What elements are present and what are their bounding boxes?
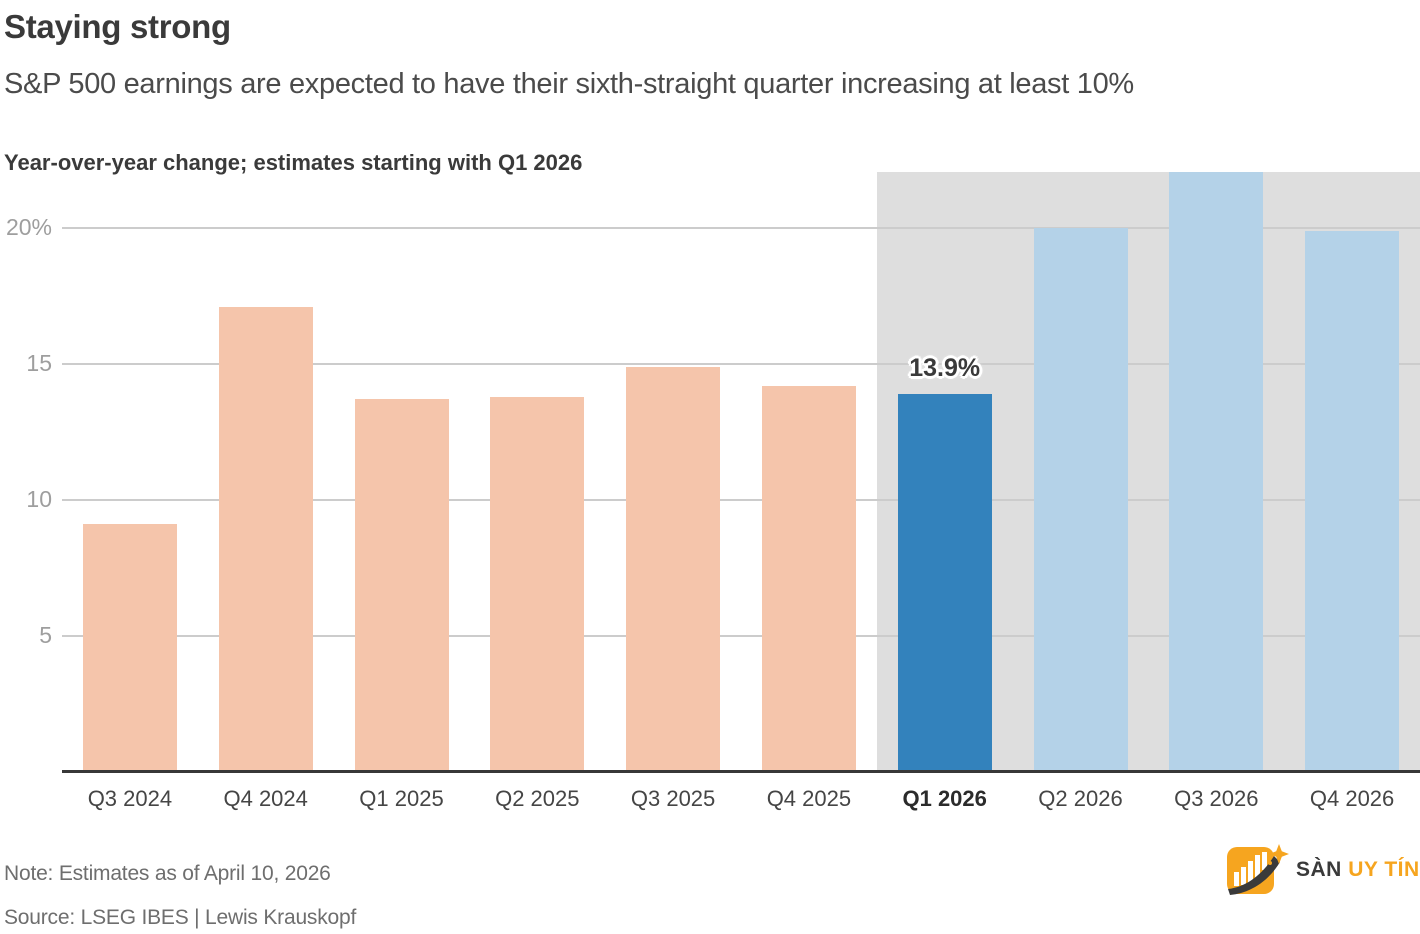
gridline-10 [62, 499, 1420, 501]
gridline-5 [62, 635, 1420, 637]
x-axis-tick-label: Q4 2026 [1309, 786, 1395, 811]
gridline-15 [62, 363, 1420, 365]
bar-q1-2025 [354, 399, 449, 772]
chart-kicker: Year-over-year change; estimates startin… [4, 150, 583, 175]
bar-q3-2025 [626, 366, 721, 772]
page-title: Staying strong [4, 8, 231, 45]
chart-note: Note: Estimates as of April 10, 2026 [4, 862, 331, 885]
bar-q3-2026 [1169, 171, 1264, 772]
gridline-20 [62, 227, 1420, 229]
bar-chart-growth-icon [1227, 844, 1289, 895]
x-axis-tick-label: Q2 2026 [1038, 786, 1123, 811]
bar-q2-2026 [1033, 228, 1128, 772]
chart-source: Source: LSEG IBES | Lewis Krauskopf [4, 906, 357, 929]
bar-q4-2024 [218, 306, 313, 772]
y-axis-tick-label: 10 [26, 486, 52, 512]
x-axis-tick-label: Q3 2026 [1174, 786, 1259, 811]
bar-q4-2025 [761, 385, 856, 772]
bar-q4-2026 [1305, 230, 1400, 772]
x-axis-tick-label: Q3 2024 [87, 786, 173, 811]
logo-text: SÀN UY TÍN [1296, 858, 1420, 882]
bar-q3-2024 [82, 524, 177, 772]
x-axis-tick-label: Q4 2025 [766, 786, 852, 811]
x-axis-tick-label: Q3 2025 [630, 786, 716, 811]
x-axis-tick-label: Q1 2025 [359, 786, 444, 811]
x-axis-tick-label: Q2 2025 [495, 786, 580, 811]
x-axis-line [62, 770, 1420, 773]
x-axis-tick-label: Q4 2024 [223, 786, 308, 811]
logo-text-primary: SÀN [1296, 858, 1342, 881]
logo-text-accent: UY TÍN [1348, 858, 1420, 881]
highlight-value-label: 13.9% [909, 353, 981, 382]
page-subtitle: S&P 500 earnings are expected to have th… [4, 68, 1134, 100]
y-axis-tick-label: 20% [5, 214, 52, 240]
y-axis-tick-label: 5 [39, 622, 52, 648]
y-axis-tick-label: 15 [26, 350, 52, 376]
bar-q2-2025 [490, 396, 585, 772]
x-axis-tick-label: Q1 2026 [902, 786, 987, 811]
bar-q1-2026 [897, 393, 992, 772]
logo: SÀN UY TÍN [1226, 843, 1420, 897]
